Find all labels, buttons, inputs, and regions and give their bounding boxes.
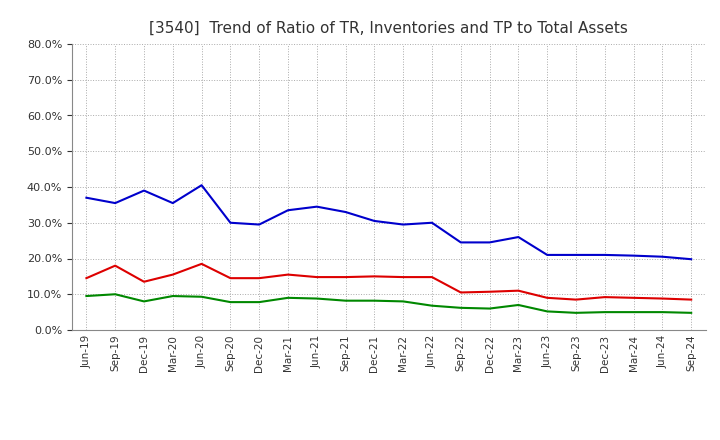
Trade Receivables <box>514 288 523 293</box>
Trade Receivables <box>485 289 494 294</box>
Trade Payables <box>600 309 609 315</box>
Trade Payables <box>399 299 408 304</box>
Trade Receivables <box>82 275 91 281</box>
Trade Payables <box>428 303 436 308</box>
Trade Receivables <box>312 275 321 280</box>
Trade Receivables <box>600 294 609 300</box>
Trade Payables <box>514 302 523 308</box>
Line: Inventories: Inventories <box>86 185 691 259</box>
Trade Payables <box>255 300 264 305</box>
Trade Receivables <box>399 275 408 280</box>
Trade Receivables <box>284 272 292 277</box>
Title: [3540]  Trend of Ratio of TR, Inventories and TP to Total Assets: [3540] Trend of Ratio of TR, Inventories… <box>149 21 629 36</box>
Trade Payables <box>312 296 321 301</box>
Inventories <box>399 222 408 227</box>
Inventories <box>226 220 235 225</box>
Trade Receivables <box>428 275 436 280</box>
Inventories <box>572 252 580 257</box>
Inventories <box>485 240 494 245</box>
Trade Receivables <box>226 275 235 281</box>
Inventories <box>370 218 379 224</box>
Trade Receivables <box>572 297 580 302</box>
Trade Payables <box>111 292 120 297</box>
Trade Payables <box>572 310 580 315</box>
Trade Receivables <box>629 295 638 301</box>
Trade Receivables <box>370 274 379 279</box>
Trade Receivables <box>111 263 120 268</box>
Trade Payables <box>543 309 552 314</box>
Trade Payables <box>687 310 696 315</box>
Inventories <box>341 209 350 215</box>
Inventories <box>197 183 206 188</box>
Inventories <box>514 235 523 240</box>
Trade Receivables <box>140 279 148 284</box>
Trade Receivables <box>168 272 177 277</box>
Trade Payables <box>168 293 177 299</box>
Trade Receivables <box>543 295 552 301</box>
Inventories <box>82 195 91 200</box>
Inventories <box>658 254 667 259</box>
Trade Payables <box>456 305 465 311</box>
Trade Payables <box>284 295 292 301</box>
Trade Payables <box>658 309 667 315</box>
Trade Receivables <box>197 261 206 267</box>
Trade Payables <box>226 300 235 305</box>
Trade Payables <box>140 299 148 304</box>
Line: Trade Receivables: Trade Receivables <box>86 264 691 300</box>
Line: Trade Payables: Trade Payables <box>86 294 691 313</box>
Trade Receivables <box>687 297 696 302</box>
Inventories <box>312 204 321 209</box>
Inventories <box>629 253 638 258</box>
Inventories <box>543 252 552 257</box>
Inventories <box>284 208 292 213</box>
Trade Payables <box>629 309 638 315</box>
Inventories <box>687 257 696 262</box>
Trade Receivables <box>255 275 264 281</box>
Inventories <box>255 222 264 227</box>
Inventories <box>168 201 177 206</box>
Trade Receivables <box>341 275 350 280</box>
Trade Receivables <box>456 290 465 295</box>
Trade Payables <box>485 306 494 311</box>
Trade Payables <box>82 293 91 299</box>
Inventories <box>428 220 436 225</box>
Trade Payables <box>370 298 379 303</box>
Trade Payables <box>197 294 206 299</box>
Inventories <box>456 240 465 245</box>
Inventories <box>111 201 120 206</box>
Trade Payables <box>341 298 350 303</box>
Inventories <box>600 252 609 257</box>
Inventories <box>140 188 148 193</box>
Trade Receivables <box>658 296 667 301</box>
